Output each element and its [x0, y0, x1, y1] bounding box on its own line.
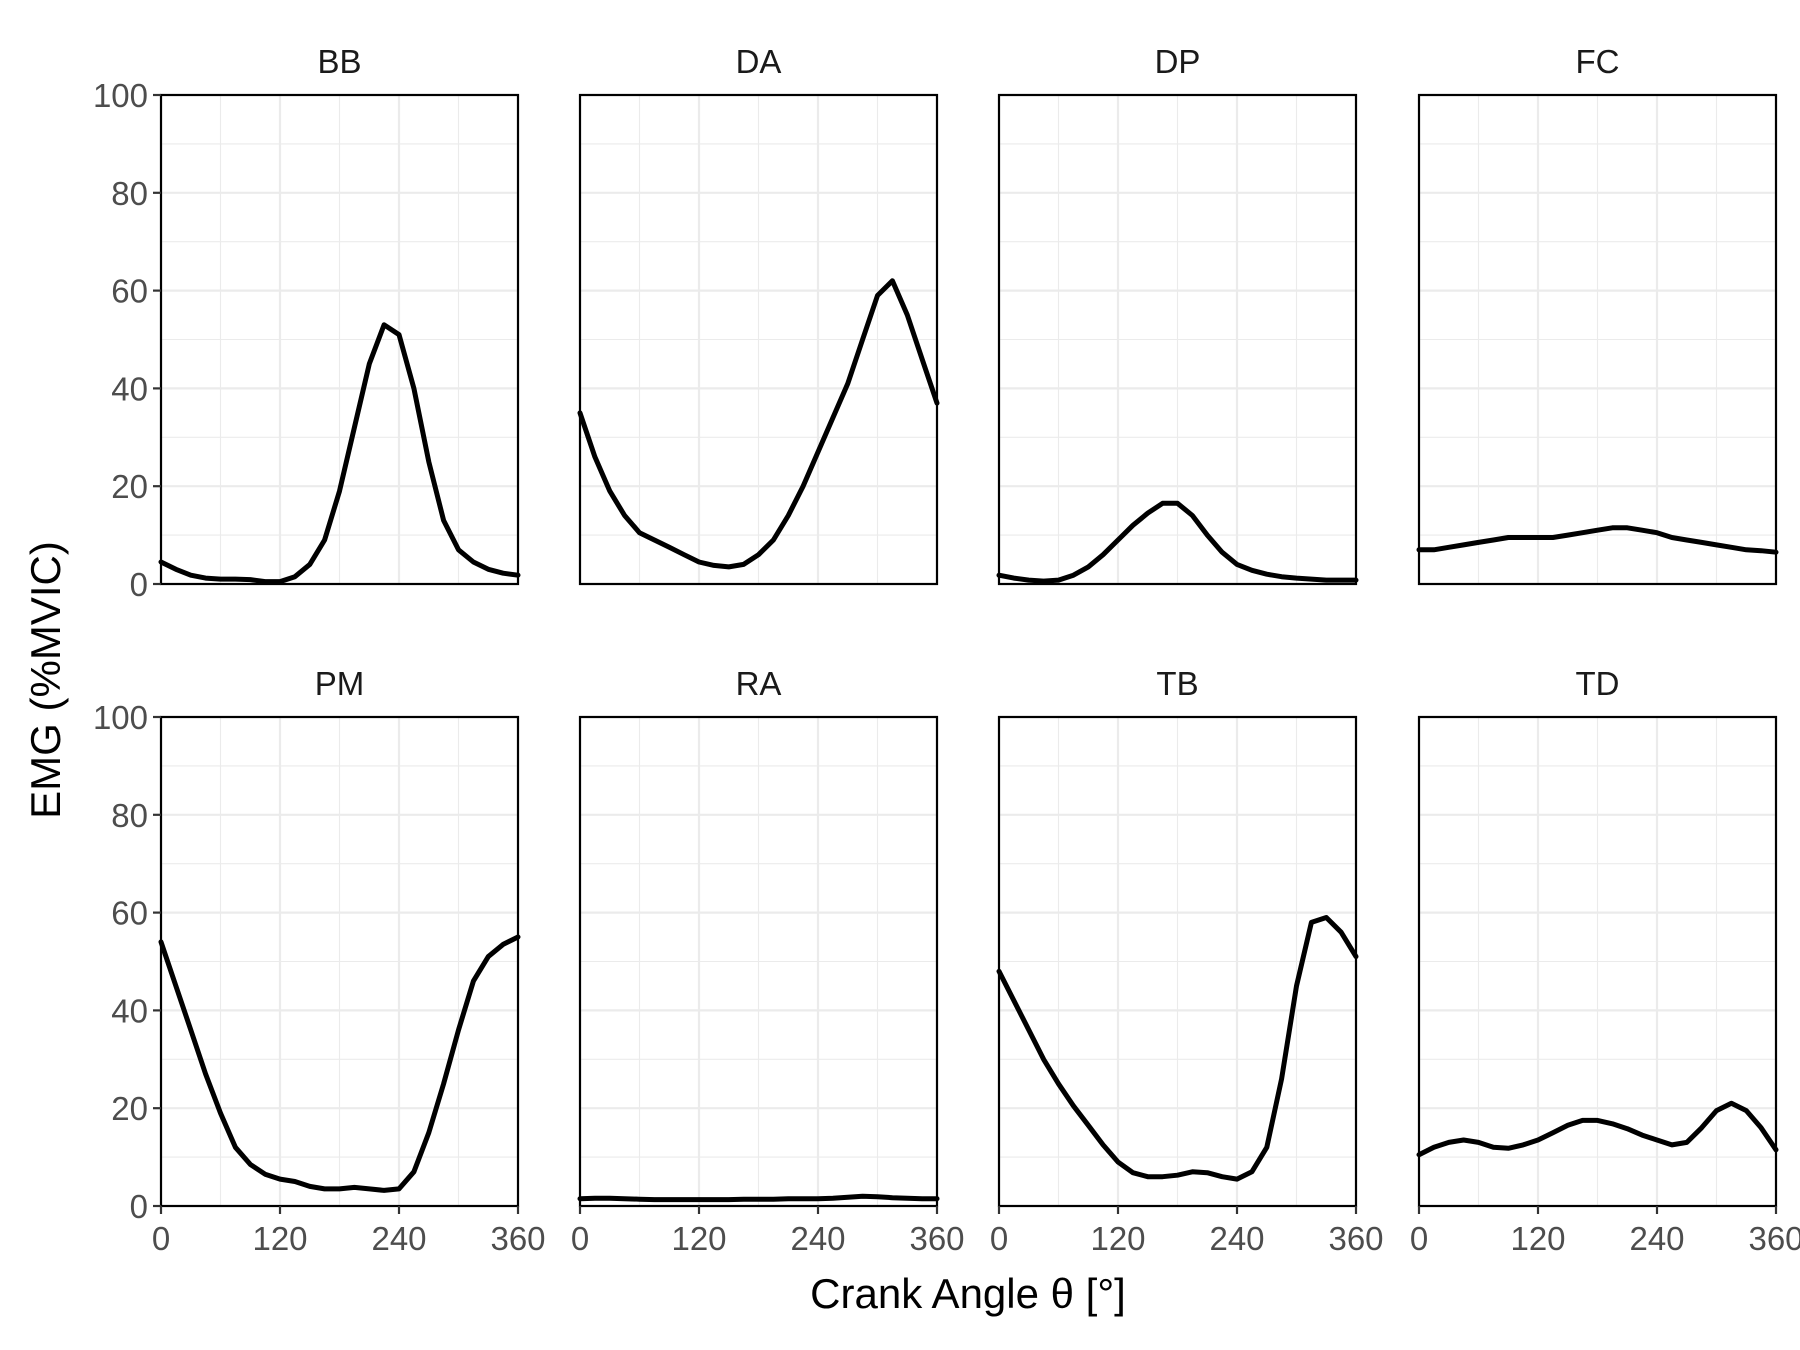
panel-frame [159, 715, 520, 1208]
x-tick-label: 240 [1629, 1220, 1684, 1257]
x-tick-label: 360 [490, 1220, 545, 1257]
facet-title-pm: PM [315, 665, 365, 702]
x-tick-label: 120 [1510, 1220, 1565, 1257]
y-tick-label: 80 [111, 797, 148, 834]
x-tick-label: 120 [252, 1220, 307, 1257]
panel-frame [578, 715, 939, 1208]
y-tick-label: 0 [130, 566, 148, 603]
x-axis-title: Crank Angle θ [°] [810, 1270, 1126, 1317]
x-tick-label: 240 [790, 1220, 845, 1257]
y-tick-label: 0 [130, 1188, 148, 1225]
x-tick-label: 360 [1328, 1220, 1383, 1257]
y-tick-label: 100 [93, 699, 148, 736]
panel-frame [1417, 715, 1778, 1208]
x-tick-label: 120 [671, 1220, 726, 1257]
x-tick-label: 0 [990, 1220, 1008, 1257]
series-line-da [577, 278, 940, 570]
facet-panel-bb: BB 0 20 40 60 80 100 [93, 43, 521, 603]
facet-title-bb: BB [317, 43, 361, 80]
series-line-fc [1416, 525, 1779, 555]
facet-panel-tb: TB 0 120 240 360 [990, 665, 1384, 1257]
series-line-tb [996, 915, 1359, 1182]
y-axis-title: EMG (%MVIC) [22, 541, 69, 819]
facet-panel-ra: RA 0 120 240 360 [571, 665, 965, 1257]
y-tick-label: 40 [111, 992, 148, 1029]
facet-panel-td: TD 0 120 240 360 [1410, 665, 1800, 1257]
x-tick-label: 0 [571, 1220, 589, 1257]
y-tick-label: 60 [111, 273, 148, 310]
facet-title-dp: DP [1155, 43, 1201, 80]
x-tick-label: 240 [371, 1220, 426, 1257]
y-tick-label: 20 [111, 468, 148, 505]
facet-panel-pm: PM 0 20 40 60 80 100 0 120 240 360 [93, 665, 546, 1257]
y-tick-label: 40 [111, 370, 148, 407]
facet-title-td: TD [1576, 665, 1620, 702]
panel-frame [997, 715, 1358, 1208]
panel-frame [1417, 93, 1778, 586]
x-tick-label: 360 [909, 1220, 964, 1257]
facet-title-da: DA [736, 43, 782, 80]
facet-title-tb: TB [1156, 665, 1198, 702]
facet-title-fc: FC [1576, 43, 1620, 80]
y-tick-label: 80 [111, 175, 148, 212]
panel-frame [159, 93, 520, 586]
series-line-bb [158, 322, 521, 585]
y-tick-label: 100 [93, 77, 148, 114]
series-line-ra [577, 1193, 940, 1203]
facet-panel-dp: DP [996, 43, 1359, 586]
x-tick-label: 360 [1748, 1220, 1800, 1257]
y-tick-label: 20 [111, 1090, 148, 1127]
series-line-dp [996, 500, 1359, 584]
facet-title-ra: RA [736, 665, 782, 702]
panel-frame [997, 93, 1358, 586]
x-tick-label: 0 [152, 1220, 170, 1257]
x-tick-label: 0 [1410, 1220, 1428, 1257]
x-tick-label: 120 [1090, 1220, 1145, 1257]
facet-panel-fc: FC [1416, 43, 1779, 586]
panel-frame [578, 93, 939, 586]
series-line-td [1416, 1100, 1779, 1158]
series-line-pm [158, 934, 521, 1193]
facet-panel-da: DA [577, 43, 940, 586]
y-tick-label: 60 [111, 895, 148, 932]
x-tick-label: 240 [1209, 1220, 1264, 1257]
